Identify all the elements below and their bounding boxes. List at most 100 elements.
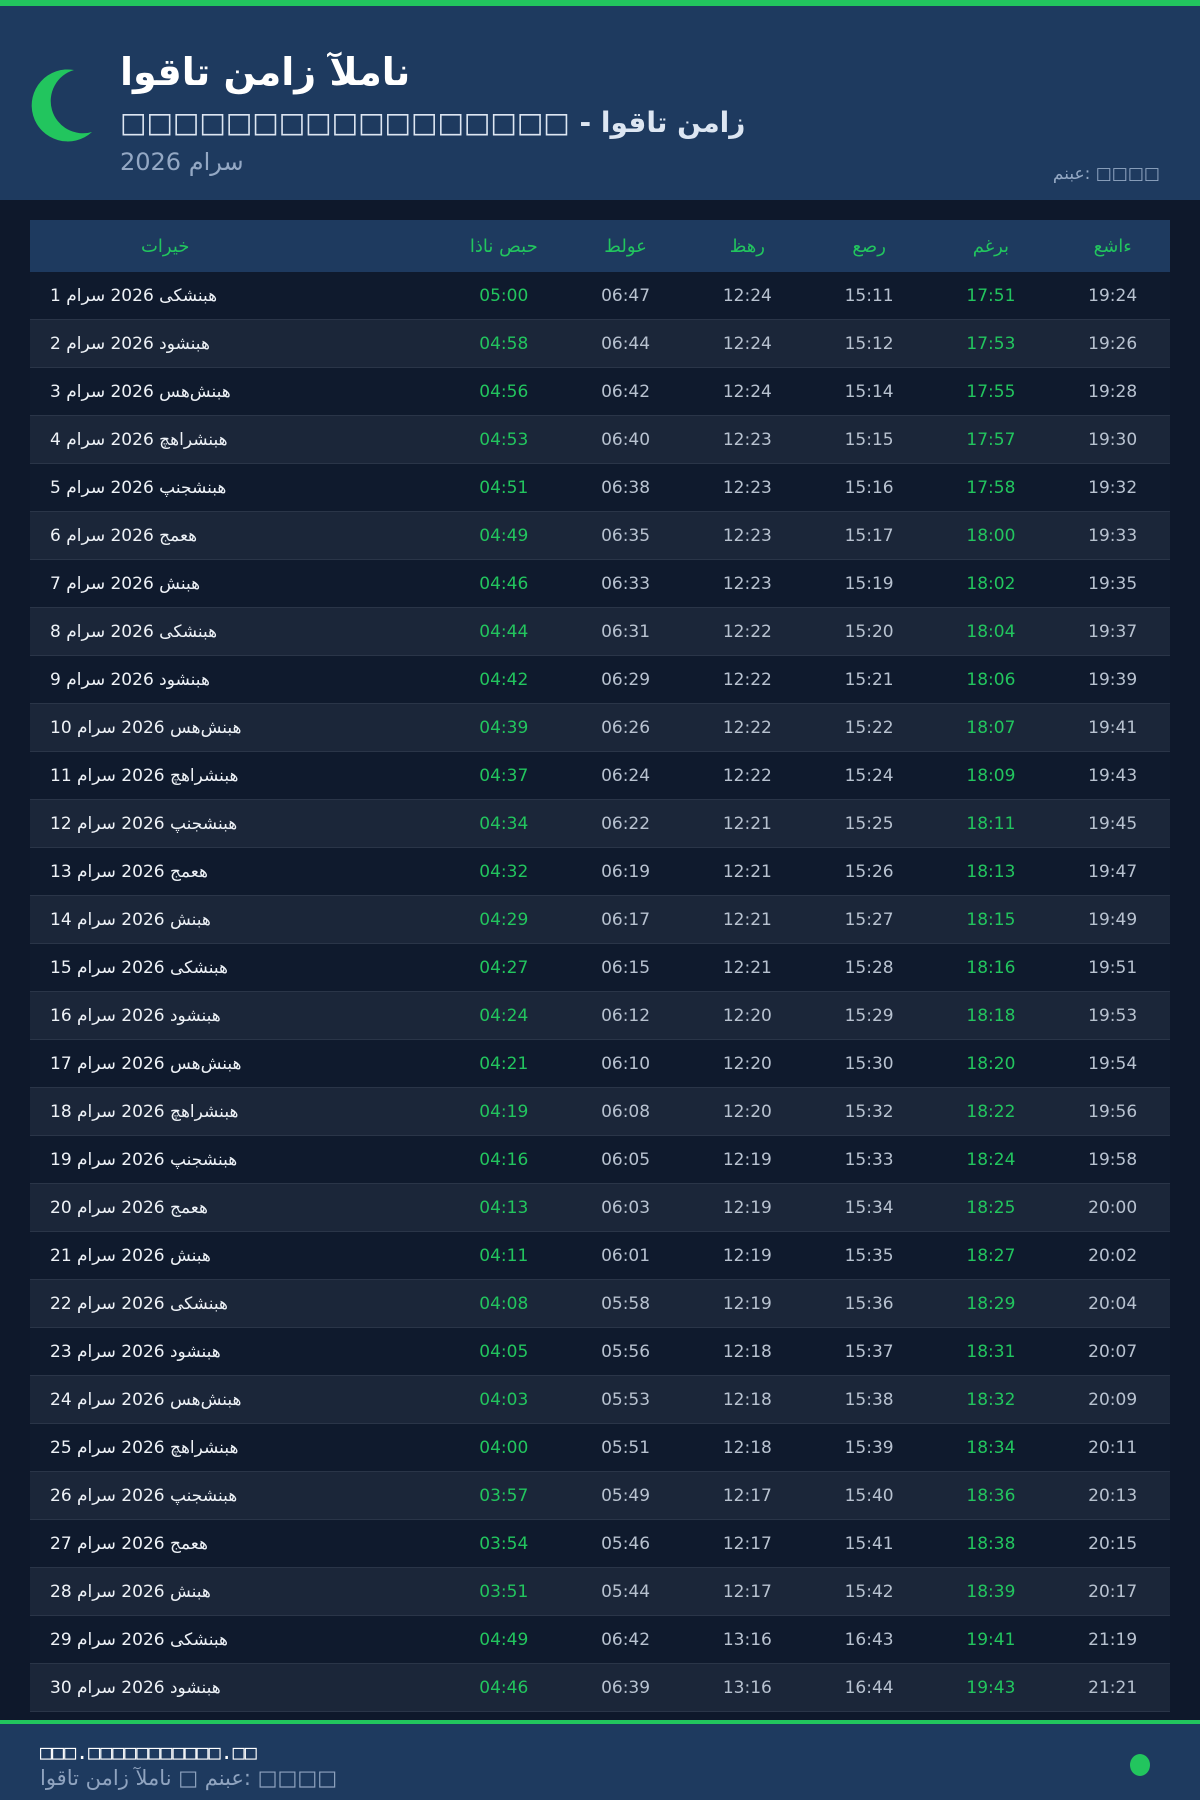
time-cell: 19:33 [1055, 511, 1170, 560]
time-cell: 18:06 [926, 655, 1056, 704]
time-cell: 18:32 [926, 1375, 1056, 1424]
time-cell: 15:16 [811, 463, 927, 512]
time-cell: 20:17 [1055, 1567, 1170, 1616]
time-cell: 13:16 [682, 1615, 812, 1664]
status-dot-icon [1130, 1754, 1150, 1776]
date-cell: 30 مارس 2026 دوشنبه [30, 1663, 440, 1712]
time-cell: 12:20 [682, 1039, 812, 1088]
time-cell: 20:15 [1055, 1519, 1170, 1568]
table-row: 20 مارس 2026 جمعه 04:13 06:03 12:19 15:34 18:… [30, 1183, 1170, 1232]
page-header: اوقات نماز آلمان □□□□□□□□□□□□□□□□□ - اوق… [0, 6, 1200, 200]
time-cell: 06:12 [568, 991, 683, 1040]
time-cell: 04:21 [439, 1039, 569, 1088]
table-row: 8 مارس 2026 یکشنبه 04:44 06:31 12:22 15:20 18… [30, 607, 1170, 656]
time-cell: 12:19 [682, 1183, 812, 1232]
time-cell: 04:05 [439, 1327, 569, 1376]
table-row: 25 مارس 2026 چهارشنبه 04:00 05:51 12:18 15:3… [30, 1423, 1170, 1472]
time-cell: 06:47 [568, 272, 683, 320]
month-label: 2026 مارس [120, 148, 244, 176]
time-cell: 15:35 [811, 1231, 927, 1280]
time-cell: 18:04 [926, 607, 1056, 656]
time-cell: 12:18 [682, 1327, 812, 1376]
time-cell: 19:45 [1055, 799, 1170, 848]
source-label: منبع: □□□□ [1052, 164, 1160, 184]
time-cell: 12:24 [682, 272, 812, 320]
time-cell: 06:31 [568, 607, 683, 656]
time-cell: 19:58 [1055, 1135, 1170, 1184]
table-row: 21 مارس 2026 شنبه 04:11 06:01 12:19 15:35 18:… [30, 1231, 1170, 1280]
time-cell: 18:22 [926, 1087, 1056, 1136]
time-cell: 04:13 [439, 1183, 569, 1232]
time-cell: 12:21 [682, 799, 812, 848]
time-cell: 18:38 [926, 1519, 1056, 1568]
time-cell: 18:09 [926, 751, 1056, 800]
time-cell: 12:21 [682, 847, 812, 896]
time-cell: 19:47 [1055, 847, 1170, 896]
date-cell: 22 مارس 2026 یکشنبه [30, 1279, 440, 1328]
time-cell: 15:29 [811, 991, 927, 1040]
time-cell: 18:15 [926, 895, 1056, 944]
date-cell: 3 مارس 2026 سه‌شنبه [30, 367, 440, 416]
time-cell: 12:17 [682, 1471, 812, 1520]
page-title: اوقات نماز آلمان [120, 50, 411, 94]
date-cell: 26 مارس 2026 پنجشنبه [30, 1471, 440, 1520]
time-cell: 15:11 [811, 272, 927, 320]
time-cell: 15:27 [811, 895, 927, 944]
time-cell: 06:26 [568, 703, 683, 752]
time-cell: 12:22 [682, 607, 812, 656]
time-cell: 03:57 [439, 1471, 569, 1520]
time-cell: 06:39 [568, 1663, 683, 1712]
time-cell: 04:46 [439, 1663, 569, 1712]
date-cell: 6 مارس 2026 جمعه [30, 511, 440, 560]
time-cell: 21:21 [1055, 1663, 1170, 1712]
time-cell: 12:17 [682, 1519, 812, 1568]
time-cell: 06:29 [568, 655, 683, 704]
time-cell: 15:20 [811, 607, 927, 656]
table-row: 12 مارس 2026 پنجشنبه 04:34 06:22 12:21 15:25… [30, 799, 1170, 848]
column-header: ظهر [682, 220, 812, 272]
time-cell: 18:31 [926, 1327, 1056, 1376]
table-row: 2 مارس 2026 دوشنبه 04:58 06:44 12:24 15:12 17… [30, 319, 1170, 368]
time-cell: 12:22 [682, 751, 812, 800]
time-cell: 12:19 [682, 1135, 812, 1184]
time-cell: 06:03 [568, 1183, 683, 1232]
time-cell: 04:39 [439, 703, 569, 752]
column-header: مغرب [926, 220, 1056, 272]
time-cell: 04:49 [439, 511, 569, 560]
time-cell: 19:41 [1055, 703, 1170, 752]
table-row: 7 مارس 2026 شنبه 04:46 06:33 12:23 15:19 18:0… [30, 559, 1170, 608]
table-row: 26 مارس 2026 پنجشنبه 03:57 05:49 12:17 15:40… [30, 1471, 1170, 1520]
table-row: 4 مارس 2026 چهارشنبه 04:53 06:40 12:23 15:15… [30, 415, 1170, 464]
time-cell: 18:36 [926, 1471, 1056, 1520]
table-row: 6 مارس 2026 جمعه 04:49 06:35 12:23 15:17 18:0… [30, 511, 1170, 560]
time-cell: 15:41 [811, 1519, 927, 1568]
time-cell: 04:49 [439, 1615, 569, 1664]
time-cell: 06:05 [568, 1135, 683, 1184]
time-cell: 17:58 [926, 463, 1056, 512]
time-cell: 21:19 [1055, 1615, 1170, 1664]
time-cell: 20:07 [1055, 1327, 1170, 1376]
date-cell: 15 مارس 2026 یکشنبه [30, 943, 440, 992]
time-cell: 20:11 [1055, 1423, 1170, 1472]
time-cell: 19:41 [926, 1615, 1056, 1664]
crescent-moon-icon [31, 69, 92, 142]
page-footer: □□□.□□□□□□□□□□□.□□ اوقات نماز آلمان □ من… [0, 1724, 1200, 1800]
time-cell: 04:53 [439, 415, 569, 464]
date-cell: 12 مارس 2026 پنجشنبه [30, 799, 440, 848]
date-cell: 7 مارس 2026 شنبه [30, 559, 440, 608]
time-cell: 06:10 [568, 1039, 683, 1088]
table-row: 22 مارس 2026 یکشنبه 04:08 05:58 12:19 15:36 1… [30, 1279, 1170, 1328]
time-cell: 12:21 [682, 943, 812, 992]
time-cell: 19:26 [1055, 319, 1170, 368]
time-cell: 15:14 [811, 367, 927, 416]
time-cell: 13:16 [682, 1663, 812, 1712]
time-cell: 04:56 [439, 367, 569, 416]
time-cell: 18:11 [926, 799, 1056, 848]
time-cell: 18:29 [926, 1279, 1056, 1328]
time-cell: 19:53 [1055, 991, 1170, 1040]
date-cell: 25 مارس 2026 چهارشنبه [30, 1423, 440, 1472]
time-cell: 12:17 [682, 1567, 812, 1616]
time-cell: 12:19 [682, 1231, 812, 1280]
date-cell: 4 مارس 2026 چهارشنبه [30, 415, 440, 464]
time-cell: 04:34 [439, 799, 569, 848]
